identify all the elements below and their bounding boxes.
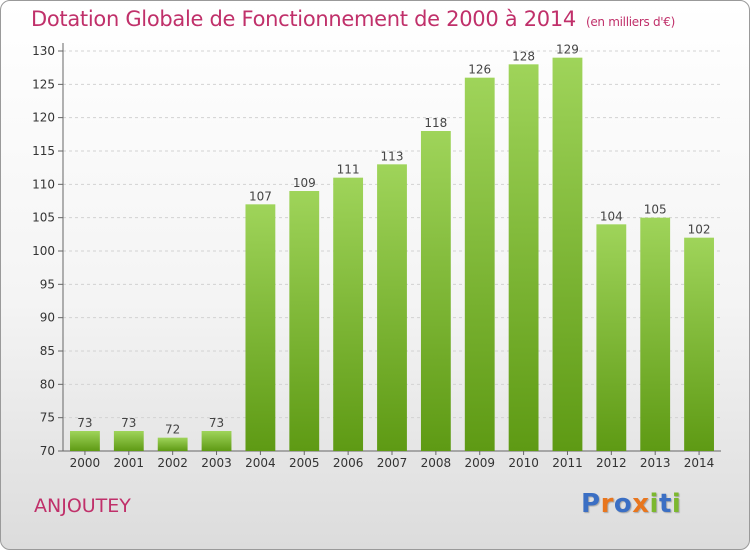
x-tick-label: 2003 [201,456,232,470]
x-tick-label: 2014 [684,456,715,470]
data-label: 128 [512,49,535,63]
y-tick-label: 115 [32,144,55,158]
data-label: 107 [249,189,272,203]
x-tick-label: 2001 [114,456,145,470]
x-tick-label: 2013 [640,456,671,470]
y-tick-label: 100 [32,244,55,258]
logo-letter: P [581,489,601,519]
data-label: 118 [424,116,447,130]
x-tick-label: 2011 [552,456,583,470]
data-label: 104 [600,209,623,223]
logo-letter: i [649,489,659,519]
y-tick-label: 95 [40,277,55,291]
data-label: 105 [644,203,667,217]
x-tick-label: 2006 [333,456,364,470]
y-tick-label: 90 [40,311,55,325]
data-label: 109 [293,176,316,190]
labels: 70 75 80 85 90 95 100 105 110 115 120 125 130 73 2000 7… [32,43,714,470]
data-label: 73 [77,416,92,430]
bar [289,191,320,451]
y-tick-label: 70 [40,444,55,458]
x-tick-label: 2007 [377,456,408,470]
logo-letter: i [671,489,682,519]
bar [201,431,232,451]
logo-letter: r [600,489,614,519]
bar [245,204,276,451]
data-label: 73 [209,416,224,430]
x-tick-label: 2000 [70,456,101,470]
chart-title-text: Dotation Globale de Fonctionnement de 20… [31,7,576,31]
bar [70,431,100,451]
chart-title: Dotation Globale de Fonctionnement de 20… [31,7,675,31]
bar [596,224,627,451]
y-tick-label: 125 [32,77,55,91]
y-tick-label: 110 [32,177,55,191]
bar [684,237,714,451]
y-tick-label: 80 [40,377,55,391]
data-label: 72 [165,423,180,437]
x-tick-label: 2012 [596,456,627,470]
x-tick-label: 2009 [464,456,495,470]
commune-name: ANJOUTEY [34,495,131,517]
x-tick-label: 2004 [245,456,276,470]
x-tick-label: 2010 [508,456,539,470]
y-tick-label: 85 [40,344,55,358]
data-label: 129 [556,43,579,57]
data-label: 102 [688,223,711,237]
data-label: 73 [121,416,136,430]
proxiti-logo: Proxiti [581,489,681,519]
logo-letter: t [658,489,672,519]
bar [377,164,407,452]
bar [640,217,671,451]
data-label: 126 [468,63,491,77]
data-label: 111 [337,163,360,177]
bars [70,57,714,452]
bar [113,431,144,451]
chart-unit: (en milliers d'€) [585,15,675,29]
bar [552,57,583,452]
logo-letter: o [613,489,633,519]
bar [464,77,495,452]
x-tick-label: 2008 [421,456,452,470]
y-tick-label: 130 [32,44,55,58]
x-tick-label: 2002 [157,456,188,470]
x-tick-label: 2005 [289,456,320,470]
y-tick-label: 105 [32,211,55,225]
logo-letter: x [632,489,650,519]
bar [333,177,364,451]
data-label: 113 [381,149,404,163]
bar [420,131,451,451]
bar [508,64,539,452]
y-tick-label: 120 [32,111,55,125]
y-tick-label: 75 [40,411,55,425]
bar [157,437,188,451]
